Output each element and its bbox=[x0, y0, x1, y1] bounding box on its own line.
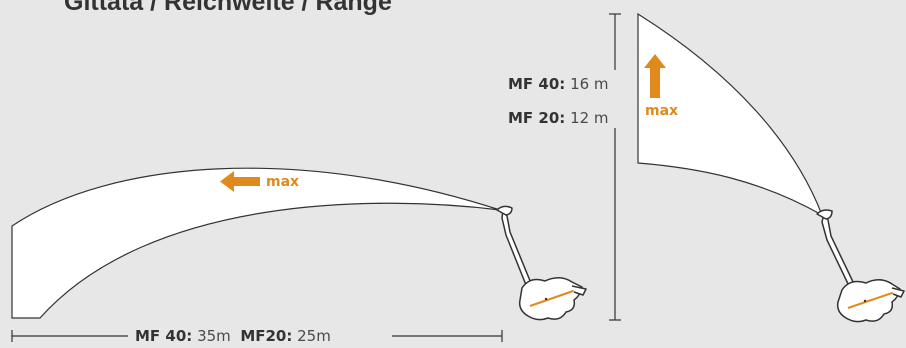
horizontal-mf40-model: MF 40: bbox=[135, 327, 193, 345]
horizontal-max-label: max bbox=[266, 174, 300, 190]
vertical-max-arrow-icon bbox=[644, 54, 666, 98]
horizontal-mf20-value: 25m bbox=[297, 327, 331, 345]
horizontal-range-label: MF 40: 35m MF20: 25m bbox=[135, 327, 331, 345]
vertical-mf20-label: MF 20: 12 m bbox=[508, 109, 609, 127]
horizontal-max-arrow-icon bbox=[220, 171, 260, 192]
vertical-mf20-value: 12 m bbox=[570, 109, 609, 127]
sprayer-machine-left-icon bbox=[496, 205, 587, 321]
vertical-dimension-line bbox=[609, 13, 621, 321]
horizontal-mf20-model: MF20: bbox=[240, 327, 293, 345]
vertical-mf40-value: 16 m bbox=[570, 75, 609, 93]
sprayer-machine-right-icon bbox=[816, 209, 905, 323]
vertical-mf40-model: MF 40: bbox=[508, 75, 566, 93]
vertical-mf20-model: MF 20: bbox=[508, 109, 566, 127]
horizontal-dimension-line bbox=[11, 330, 503, 342]
vertical-max-label: max bbox=[645, 103, 679, 119]
horizontal-spray-area bbox=[11, 167, 501, 319]
page-title: Gittata / Reichweite / Range bbox=[64, 0, 392, 16]
horizontal-mf40-value: 35m bbox=[197, 327, 231, 345]
vertical-mf40-label: MF 40: 16 m bbox=[508, 75, 609, 93]
